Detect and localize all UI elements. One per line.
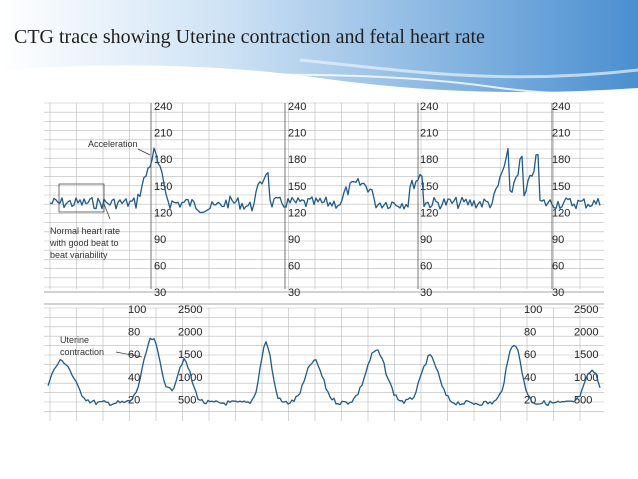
normal-hr-label-3: beat variability: [50, 250, 108, 260]
uc-tick-label-right: 2500: [574, 304, 598, 316]
uc-tick-label-right: 500: [178, 394, 196, 406]
fhr-tick-label: 180: [552, 154, 570, 166]
normal-hr-bracket: [58, 183, 105, 213]
fhr-tick-label: 150: [154, 181, 172, 193]
uc-tick-label-left: 20: [524, 394, 536, 406]
fhr-tick-label: 120: [154, 207, 172, 219]
uc-tick-label-right: 500: [574, 394, 592, 406]
uc-tick-label-left: 80: [524, 327, 536, 339]
uc-tick-label-left: 40: [128, 372, 140, 384]
fhr-tick-label: 210: [420, 128, 438, 140]
fhr-tick-labels: 240 210 180 150 120 90 60 30 240 210 180 150 120 90 60…: [154, 101, 570, 299]
fhr-tick-label: 30: [552, 287, 564, 299]
title-banner: [0, 0, 638, 95]
ctg-trace-figure: 240 210 180 150 120 90 60 30 240 210 180 150 120 90 60…: [44, 99, 604, 427]
fhr-tick-label: 60: [552, 261, 564, 273]
normal-hr-label-2: with good beat to: [49, 238, 119, 248]
uc-tick-label-right: 1000: [178, 372, 202, 384]
fhr-tick-label: 60: [420, 261, 432, 273]
uc-tick-label-right: 1500: [178, 349, 202, 361]
slide-title: CTG trace showing Uterine contraction an…: [14, 26, 485, 48]
fhr-tick-label: 120: [420, 207, 438, 219]
fhr-tick-label: 150: [552, 181, 570, 193]
uterine-label-1: Uterine: [60, 335, 89, 345]
fhr-tick-label: 180: [288, 154, 306, 166]
fhr-tick-label: 30: [420, 287, 432, 299]
fhr-tick-label: 90: [420, 234, 432, 246]
fhr-tick-label: 60: [154, 261, 166, 273]
fhr-tick-label: 90: [154, 234, 166, 246]
fhr-tick-label: 210: [288, 128, 306, 140]
fhr-tick-label: 150: [420, 181, 438, 193]
uc-tick-label-right: 2500: [178, 304, 202, 316]
uc-tick-label-right: 2000: [178, 327, 202, 339]
uterine-label-2: contraction: [60, 347, 104, 357]
fhr-tick-label: 120: [552, 207, 570, 219]
fhr-tick-label: 120: [288, 207, 306, 219]
fhr-tick-label: 180: [420, 154, 438, 166]
fhr-tick-label: 240: [154, 101, 172, 113]
fhr-tick-label: 240: [288, 101, 306, 113]
uc-tick-label-left: 100: [128, 304, 146, 316]
fhr-tick-label: 240: [420, 101, 438, 113]
fhr-tick-label: 30: [154, 287, 166, 299]
fetal-heart-rate-trace: [49, 147, 601, 214]
fhr-tick-label: 210: [552, 128, 570, 140]
uc-tick-label-left: 60: [524, 349, 536, 361]
uc-tick-label-right: 1500: [574, 349, 598, 361]
fhr-tick-label: 150: [288, 181, 306, 193]
uc-tick-label-left: 80: [128, 327, 140, 339]
fhr-tick-label: 240: [552, 101, 570, 113]
uc-tick-label-right: 2000: [574, 327, 598, 339]
uc-tick-label-left: 40: [524, 372, 536, 384]
fhr-tick-label: 60: [288, 261, 300, 273]
fhr-tick-label: 30: [288, 287, 300, 299]
uc-tick-label-left: 100: [524, 304, 542, 316]
normal-hr-label-1: Normal heart rate: [50, 226, 120, 236]
fhr-tick-label: 90: [288, 234, 300, 246]
uc-tick-label-left: 20: [128, 394, 140, 406]
acceleration-label: Acceleration: [88, 139, 138, 149]
strip-separators: [44, 291, 604, 305]
fhr-tick-label: 210: [154, 128, 172, 140]
ctg-grid: [44, 102, 604, 421]
uterine-contraction-trace: [47, 337, 601, 407]
acceleration-pointer: [137, 148, 151, 156]
fhr-tick-label: 90: [552, 234, 564, 246]
